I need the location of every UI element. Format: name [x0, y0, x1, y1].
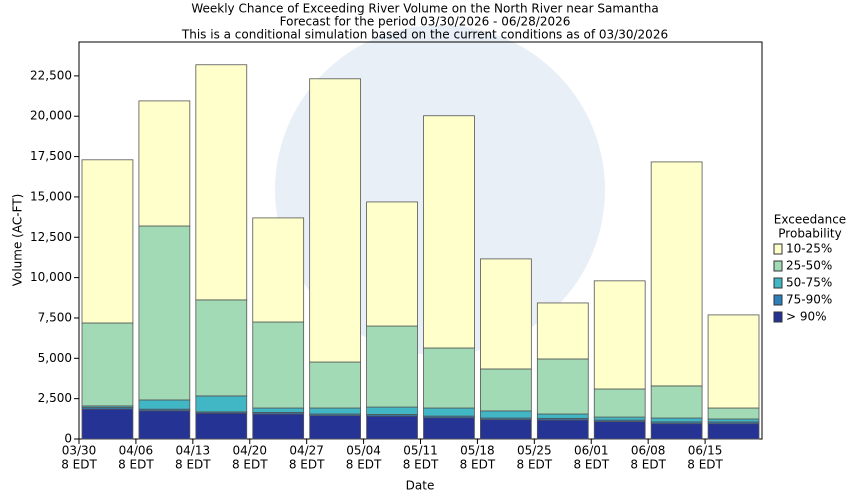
bar-segment	[536, 302, 589, 360]
bar-segment	[480, 258, 532, 370]
bar-segment	[366, 325, 418, 408]
legend-label: 25-50%	[786, 259, 832, 273]
bar-segment	[138, 410, 191, 440]
bar-segment	[366, 415, 418, 440]
x-axis-label: Date	[406, 479, 435, 493]
bar-segment	[536, 413, 589, 419]
x-tick-label: 8 EDT	[175, 458, 211, 472]
bar-segment	[252, 217, 305, 323]
x-tick-label: 8 EDT	[687, 458, 723, 472]
bar-segment	[309, 407, 361, 415]
bar-segment	[309, 415, 361, 440]
legend-swatch	[773, 260, 783, 272]
bar-segment	[536, 419, 589, 440]
legend-title: Exceedance	[774, 213, 846, 227]
bar-segment	[707, 418, 760, 423]
bar-segment	[593, 388, 646, 418]
y-tick-label: 17,500	[30, 149, 72, 163]
legend-swatch	[773, 277, 783, 289]
x-tick-label: 8 EDT	[573, 458, 609, 472]
legend-label: 75-90%	[786, 293, 832, 307]
bar-segment	[195, 299, 248, 397]
bar-segment	[195, 395, 248, 413]
bar-segment	[423, 407, 475, 417]
x-tick-label: 04/06	[119, 444, 154, 458]
y-tick-label: 7,500	[38, 310, 72, 324]
y-axis-label: Volume (AC-FT)	[11, 194, 25, 287]
bar-segment	[252, 413, 305, 440]
bar-segment	[423, 417, 475, 440]
x-tick-label: 8 EDT	[460, 458, 496, 472]
bar-segment	[707, 407, 760, 420]
y-tick-label: 22,500	[30, 68, 72, 82]
y-tick-label: 12,500	[30, 230, 72, 244]
legend-label: 50-75%	[786, 276, 832, 290]
chart-title: Weekly Chance of Exceeding River Volume …	[191, 2, 658, 16]
y-tick-label: 0	[64, 432, 72, 446]
legend-swatch	[773, 243, 783, 255]
legend-swatch	[773, 311, 783, 323]
bar-segment	[366, 201, 418, 327]
bar-segment	[707, 314, 760, 409]
chart-subtitle: Forecast for the period 03/30/2026 - 06/…	[280, 15, 571, 29]
x-tick-label: 8 EDT	[289, 458, 325, 472]
bar-segment	[81, 322, 134, 407]
legend-swatch	[773, 294, 783, 306]
y-tick-label: 10,000	[30, 270, 72, 284]
x-tick-label: 8 EDT	[630, 458, 666, 472]
bar-segment	[593, 421, 646, 440]
x-tick-label: 06/01	[574, 444, 609, 458]
bar-segment	[593, 280, 646, 390]
legend-label: > 90%	[786, 310, 827, 324]
bar-segment	[195, 64, 248, 301]
x-tick-label: 06/15	[688, 444, 723, 458]
x-tick-label: 06/08	[631, 444, 666, 458]
bar-segment	[650, 161, 703, 387]
bar-segment	[480, 410, 532, 419]
bar-segment	[536, 358, 589, 415]
x-tick-label: 04/20	[232, 444, 267, 458]
bar-segment	[309, 78, 361, 363]
bar-segment	[309, 361, 361, 409]
legend-title: Probability	[778, 227, 841, 241]
x-tick-label: 03/30	[62, 444, 97, 458]
chart-note: This is a conditional simulation based o…	[181, 28, 668, 42]
x-tick-label: 04/13	[176, 444, 211, 458]
x-tick-label: 8 EDT	[118, 458, 154, 472]
x-tick-label: 05/25	[517, 444, 552, 458]
bar-segment	[138, 399, 191, 410]
bar-segment	[593, 416, 646, 421]
y-tick-label: 20,000	[30, 109, 72, 123]
legend-label: 10-25%	[786, 242, 832, 256]
bar-segment	[423, 347, 475, 409]
bar-segment	[195, 412, 248, 440]
bar-segment	[423, 115, 475, 349]
x-tick-label: 8 EDT	[61, 458, 97, 472]
bar-segment	[138, 225, 191, 401]
bar-segment	[650, 417, 703, 423]
x-tick-label: 05/18	[460, 444, 495, 458]
y-tick-label: 2,500	[38, 391, 72, 405]
x-tick-label: 8 EDT	[403, 458, 439, 472]
x-tick-label: 8 EDT	[346, 458, 382, 472]
bar-segment	[707, 423, 760, 440]
y-tick-label: 15,000	[30, 189, 72, 203]
x-tick-label: 8 EDT	[517, 458, 553, 472]
bar-segment	[252, 321, 305, 409]
x-tick-label: 05/04	[346, 444, 381, 458]
bar-segment	[480, 368, 532, 412]
x-tick-label: 05/11	[403, 444, 438, 458]
bar-segment	[81, 159, 134, 324]
bar-segment	[138, 100, 191, 227]
x-tick-label: 04/27	[289, 444, 324, 458]
y-tick-label: 5,000	[38, 351, 72, 365]
x-tick-label: 8 EDT	[232, 458, 268, 472]
bar-segment	[650, 385, 703, 419]
bar-segment	[366, 406, 418, 415]
bar-segment	[81, 408, 134, 440]
bar-segment	[480, 419, 532, 440]
bar-segment	[650, 423, 703, 440]
bar-segment	[252, 407, 305, 413]
